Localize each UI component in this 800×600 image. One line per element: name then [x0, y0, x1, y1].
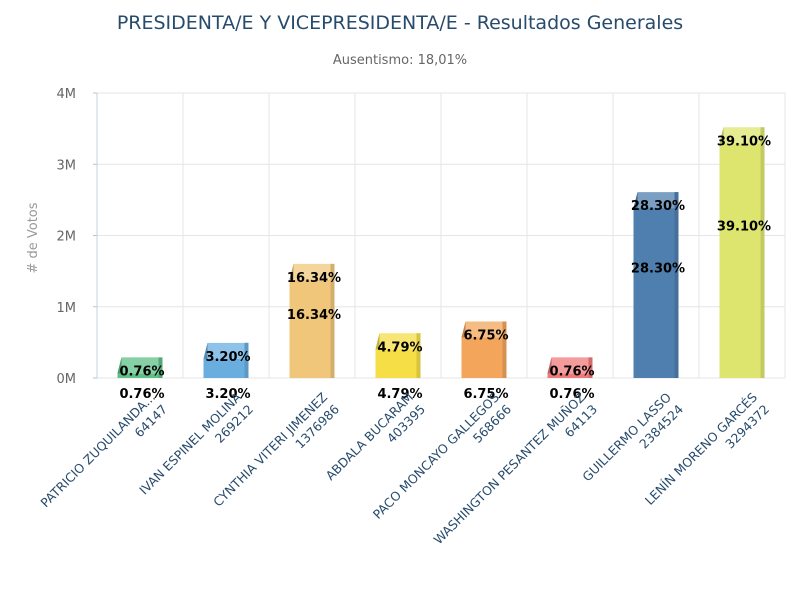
- bar-front-face: [633, 208, 675, 378]
- bar-percent-label-secondary: 4.79%: [377, 387, 422, 402]
- x-tick-label: PATRICIO ZUQUILANDA...64147: [37, 390, 170, 511]
- bar-percent-label-secondary: 39.10%: [717, 219, 771, 234]
- y-tick-label: 4M: [57, 87, 77, 102]
- bar-7: [633, 192, 679, 378]
- bar-3: [289, 263, 335, 378]
- bar-percent-label: 0.76%: [119, 364, 164, 379]
- chart-title: PRESIDENTA/E Y VICEPRESIDENTA/E - Result…: [117, 12, 683, 34]
- bar-top-face: [375, 333, 421, 350]
- bar-top-face: [203, 342, 249, 359]
- bar-percent-label: 6.75%: [463, 328, 508, 343]
- bar-6: [547, 357, 593, 378]
- bar-percent-label: 0.76%: [549, 364, 594, 379]
- bar-percent-label: 28.30%: [631, 199, 685, 214]
- data-labels: 0.76% 0.76% 3.20% 3.20% 16.34% 16.34% 4.79% 4.7…: [119, 134, 771, 402]
- bar-front-face: [289, 279, 331, 378]
- bar-side-face: [547, 357, 552, 378]
- bar-side-face: [117, 357, 122, 378]
- bar-right-edge: [502, 321, 507, 378]
- bar-top-face: [547, 357, 593, 374]
- bar-percent-label-secondary: 0.76%: [119, 387, 164, 402]
- bar-right-edge: [330, 263, 335, 378]
- bar-percent-label-secondary: 16.34%: [287, 308, 341, 323]
- bar-8: [719, 127, 765, 378]
- y-axis-title: # de Votos: [26, 202, 41, 273]
- bar-front-face: [719, 143, 761, 378]
- bar-percent-label: 3.20%: [205, 350, 250, 365]
- bar-2: [203, 342, 249, 378]
- bar-top-face: [117, 357, 163, 374]
- bar-top-face: [633, 192, 679, 209]
- y-tick-label: 3M: [57, 158, 77, 173]
- bar-right-edge: [416, 333, 421, 378]
- bar-percent-label: 16.34%: [287, 271, 341, 286]
- bar-front-face: [117, 373, 159, 378]
- bar-4: [375, 333, 421, 378]
- bar-right-edge: [760, 127, 765, 378]
- bar-percent-label-secondary: 0.76%: [549, 387, 594, 402]
- bar-1: [117, 357, 163, 378]
- bar-right-edge: [588, 357, 593, 378]
- y-tick-label: 0M: [57, 372, 77, 387]
- bar-front-face: [461, 337, 503, 378]
- gridlines: [96, 92, 786, 379]
- bar-top-face: [461, 321, 507, 338]
- bar-top-face: [719, 127, 765, 144]
- bar-front-face: [375, 349, 417, 378]
- bar-right-edge: [158, 357, 163, 378]
- bar-percent-label-secondary: 6.75%: [463, 387, 508, 402]
- bar-right-edge: [674, 192, 679, 378]
- bar-percent-label-secondary: 3.20%: [205, 387, 250, 402]
- bar-percent-label-secondary: 28.30%: [631, 262, 685, 277]
- chart-subtitle: Ausentismo: 18,01%: [333, 53, 467, 68]
- bars: [117, 127, 765, 378]
- bar-right-edge: [244, 342, 249, 378]
- bar-5: [461, 321, 507, 378]
- bar-front-face: [547, 373, 589, 378]
- y-tick-label: 1M: [57, 301, 77, 316]
- bar-front-face: [203, 358, 245, 378]
- y-tick-label: 2M: [57, 230, 77, 245]
- bar-percent-label: 4.79%: [377, 340, 422, 355]
- bar-percent-label: 39.10%: [717, 134, 771, 149]
- bar-top-face: [289, 263, 335, 280]
